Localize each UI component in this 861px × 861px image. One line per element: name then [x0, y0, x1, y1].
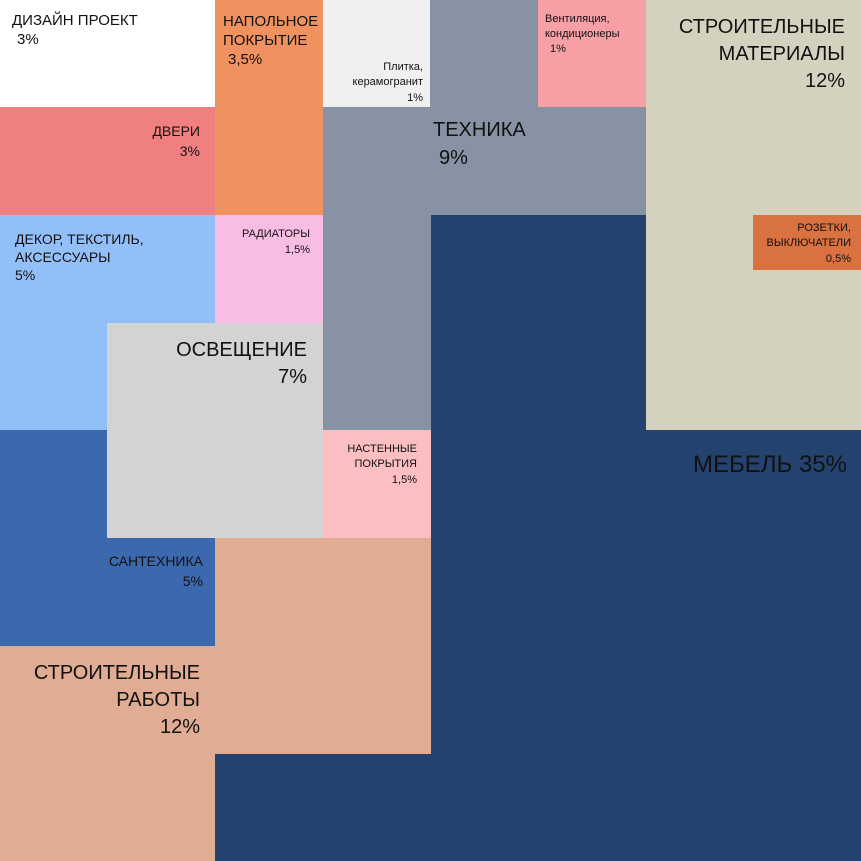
- appliances-name: ТЕХНИКА: [433, 119, 526, 141]
- decor-name-2: АКСЕССУАРЫ: [15, 249, 111, 266]
- materials-percent: 12%: [804, 70, 845, 92]
- tiles-name-2: керамогранит: [352, 76, 423, 89]
- design-region: [0, 0, 215, 107]
- flooring-name-1: НАПОЛЬНОЕ: [223, 13, 319, 30]
- appliances-label: ТЕХНИКА 9%: [433, 116, 526, 172]
- furniture-label: МЕБЕЛЬ 35%: [693, 450, 847, 480]
- materials-name-1: СТРОИТЕЛЬНЫЕ: [678, 16, 845, 38]
- sockets-region: [753, 215, 861, 270]
- doors-percent: 3%: [179, 142, 200, 159]
- ventilation-label: Вентиляция, кондиционеры 1%: [545, 12, 619, 57]
- doors-region: [0, 107, 215, 215]
- sockets-name-2: ВЫКЛЮЧАТЕЛИ: [766, 237, 851, 250]
- radiators-region: [215, 215, 323, 323]
- flooring-name-2: ПОКРЫТИЕ: [223, 31, 308, 49]
- wall-name-1: НАСТЕННЫЕ: [347, 443, 417, 455]
- works-name-2: РАБОТЫ: [116, 689, 200, 711]
- works-percent: 12%: [159, 716, 200, 738]
- lighting-percent: 7%: [278, 366, 307, 388]
- ventilation-name-1: Вентиляция,: [545, 13, 610, 25]
- ventilation-percent: 1%: [550, 42, 566, 55]
- doors-name: ДВЕРИ: [152, 123, 200, 139]
- plumbing-name: САНТЕХНИКА: [108, 553, 203, 569]
- decor-percent: 5%: [15, 267, 36, 284]
- design-name: ДИЗАЙН ПРОЕКТ: [12, 12, 138, 29]
- works-region-left: [0, 646, 215, 861]
- tiles-name-1: Плитка,: [383, 61, 423, 73]
- tiles-region: [323, 0, 430, 107]
- materials-name-2: МАТЕРИАЛЫ: [718, 43, 845, 65]
- radiators-name: РАДИАТОРЫ: [242, 228, 310, 240]
- sockets-label: РОЗЕТКИ, ВЫКЛЮЧАТЕЛИ 0,5%: [767, 221, 851, 267]
- works-name-1: СТРОИТЕЛЬНЫЕ: [33, 662, 200, 684]
- decor-name-1: ДЕКОР, ТЕКСТИЛЬ,: [15, 231, 144, 247]
- lighting-label: ОСВЕЩЕНИЕ 7%: [176, 337, 307, 391]
- materials-label: СТРОИТЕЛЬНЫЕ МАТЕРИАЛЫ 12%: [679, 14, 845, 95]
- wall-label: НАСТЕННЫЕ ПОКРЫТИЯ 1,5%: [347, 442, 417, 488]
- lighting-name: ОСВЕЩЕНИЕ: [176, 339, 307, 361]
- wall-percent: 1,5%: [391, 473, 417, 486]
- sockets-percent: 0,5%: [825, 252, 851, 265]
- design-percent: 3%: [17, 30, 39, 48]
- tiles-percent: 1%: [407, 91, 423, 104]
- appliances-region-left: [323, 107, 431, 430]
- tiles-label: Плитка, керамогранит 1%: [353, 60, 423, 106]
- flooring-label: НАПОЛЬНОЕ ПОКРЫТИЕ 3,5%: [223, 13, 318, 69]
- furniture-name: МЕБЕЛЬ 35%: [693, 451, 847, 478]
- lighting-region: [107, 323, 323, 538]
- radiators-percent: 1,5%: [284, 243, 310, 256]
- plumbing-percent: 5%: [182, 572, 203, 589]
- sockets-name-1: РОЗЕТКИ,: [797, 222, 851, 234]
- wall-name-2: ПОКРЫТИЯ: [354, 458, 417, 471]
- ventilation-name-2: кондиционеры: [545, 27, 620, 40]
- works-region-right: [215, 538, 431, 754]
- flooring-region: [215, 0, 323, 215]
- design-label: ДИЗАЙН ПРОЕКТ 3%: [12, 12, 138, 50]
- flooring-percent: 3,5%: [228, 50, 263, 68]
- wall-region: [323, 430, 431, 538]
- appliances-percent: 9%: [439, 147, 468, 169]
- decor-label: ДЕКОР, ТЕКСТИЛЬ, АКСЕССУАРЫ 5%: [15, 230, 144, 285]
- works-label: СТРОИТЕЛЬНЫЕ РАБОТЫ 12%: [34, 660, 200, 741]
- radiators-label: РАДИАТОРЫ 1,5%: [242, 227, 310, 259]
- ventilation-region: [538, 0, 646, 107]
- plumbing-label: САНТЕХНИКА 5%: [109, 552, 203, 591]
- doors-label: ДВЕРИ 3%: [152, 122, 200, 161]
